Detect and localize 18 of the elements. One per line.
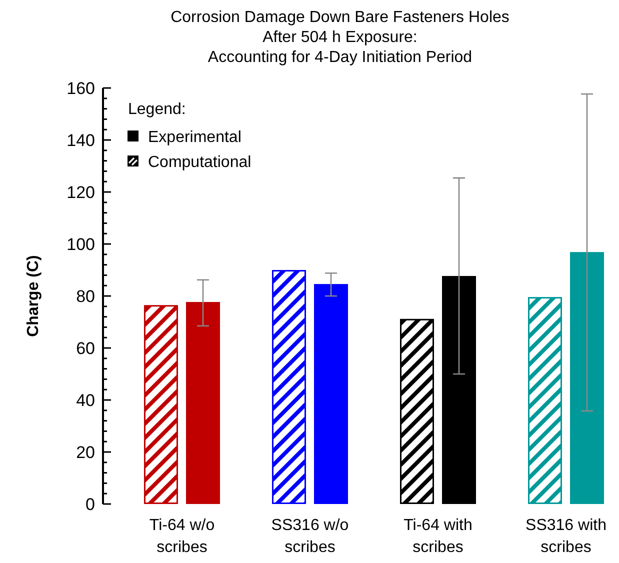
y-axis-title: Charge (C) <box>25 255 42 337</box>
y-tick-label: 100 <box>66 234 95 254</box>
y-tick-label: 60 <box>76 338 95 358</box>
y-tick-label: 80 <box>76 286 95 306</box>
y-tick-label: 20 <box>76 442 95 462</box>
y-tick-label: 140 <box>66 130 95 150</box>
x-tick-label: SS316 with scribes <box>526 517 606 556</box>
y-tick-label: 0 <box>86 494 95 514</box>
y-tick-label: 120 <box>66 182 95 202</box>
chart-title: Corrosion Damage Down Bare Fasteners Holes After 504 h Exposure: Accounting for 4-Day Initiation Period <box>170 9 510 66</box>
x-tick-label: Ti-64 with scribes <box>404 517 472 556</box>
legend-label: Computational <box>148 154 252 171</box>
legend-label: Experimental <box>148 129 242 146</box>
y-tick-label: 160 <box>66 78 95 98</box>
y-tick-label: 40 <box>76 390 95 410</box>
legend-title: Legend: <box>128 101 186 118</box>
x-tick-label: Ti-64 w/o scribes <box>149 517 215 556</box>
x-tick-label: SS316 w/o scribes <box>271 517 349 556</box>
